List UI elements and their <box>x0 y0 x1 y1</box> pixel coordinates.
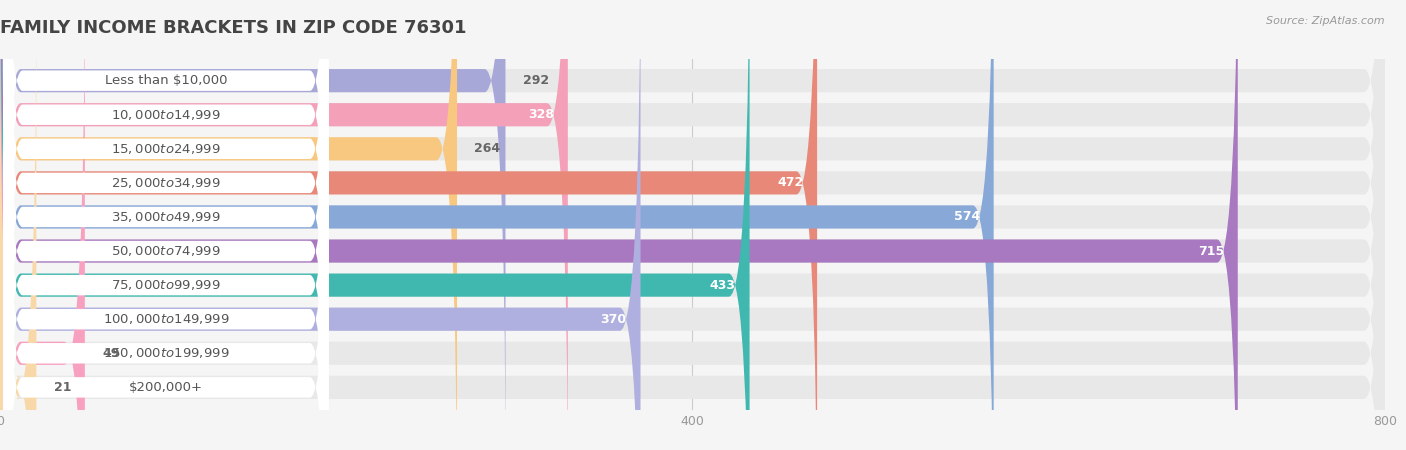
Text: 574: 574 <box>953 211 980 224</box>
FancyBboxPatch shape <box>3 0 329 450</box>
FancyBboxPatch shape <box>0 0 1237 450</box>
Text: $10,000 to $14,999: $10,000 to $14,999 <box>111 108 221 122</box>
FancyBboxPatch shape <box>0 0 506 450</box>
FancyBboxPatch shape <box>3 0 329 450</box>
Text: 715: 715 <box>1198 244 1223 257</box>
FancyBboxPatch shape <box>0 0 457 450</box>
Text: 328: 328 <box>529 108 554 121</box>
FancyBboxPatch shape <box>0 0 37 450</box>
Text: 292: 292 <box>523 74 548 87</box>
Text: 472: 472 <box>778 176 803 189</box>
Text: Less than $10,000: Less than $10,000 <box>105 74 228 87</box>
Text: $150,000 to $199,999: $150,000 to $199,999 <box>103 346 229 360</box>
FancyBboxPatch shape <box>3 0 329 450</box>
FancyBboxPatch shape <box>0 0 568 450</box>
Text: $200,000+: $200,000+ <box>129 381 204 394</box>
Text: $35,000 to $49,999: $35,000 to $49,999 <box>111 210 221 224</box>
Text: 21: 21 <box>53 381 72 394</box>
Text: $100,000 to $149,999: $100,000 to $149,999 <box>103 312 229 326</box>
FancyBboxPatch shape <box>3 0 329 450</box>
FancyBboxPatch shape <box>3 0 329 450</box>
Text: 49: 49 <box>103 347 120 360</box>
FancyBboxPatch shape <box>3 0 329 450</box>
Text: 370: 370 <box>600 313 627 326</box>
FancyBboxPatch shape <box>0 0 817 450</box>
FancyBboxPatch shape <box>0 0 994 450</box>
Text: $25,000 to $34,999: $25,000 to $34,999 <box>111 176 221 190</box>
FancyBboxPatch shape <box>3 0 329 450</box>
Text: $75,000 to $99,999: $75,000 to $99,999 <box>111 278 221 292</box>
Text: 433: 433 <box>710 279 735 292</box>
Text: $15,000 to $24,999: $15,000 to $24,999 <box>111 142 221 156</box>
FancyBboxPatch shape <box>0 0 641 450</box>
Text: 264: 264 <box>474 142 501 155</box>
FancyBboxPatch shape <box>0 0 84 450</box>
FancyBboxPatch shape <box>3 0 329 450</box>
FancyBboxPatch shape <box>3 0 329 446</box>
Text: FAMILY INCOME BRACKETS IN ZIP CODE 76301: FAMILY INCOME BRACKETS IN ZIP CODE 76301 <box>0 19 467 37</box>
Text: Source: ZipAtlas.com: Source: ZipAtlas.com <box>1267 16 1385 26</box>
Text: $50,000 to $74,999: $50,000 to $74,999 <box>111 244 221 258</box>
FancyBboxPatch shape <box>3 22 329 450</box>
FancyBboxPatch shape <box>0 0 749 450</box>
